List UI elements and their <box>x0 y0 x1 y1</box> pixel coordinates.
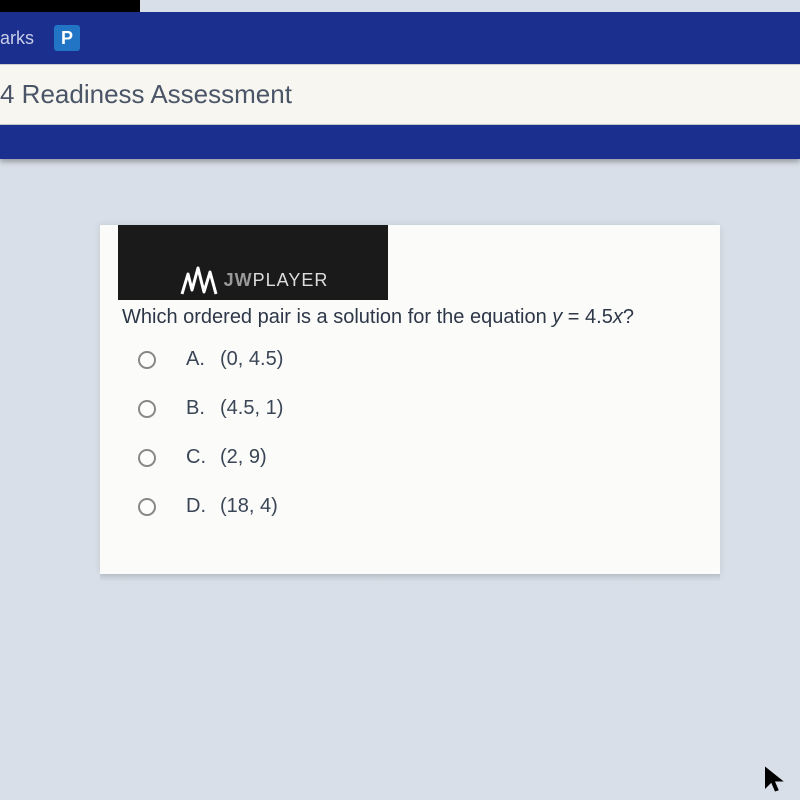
option-value: (4.5, 1) <box>220 397 283 420</box>
jwplayer-logo: JWPLAYER <box>178 262 329 298</box>
jwplayer-brand-text: JWPLAYER <box>224 270 329 291</box>
option-c[interactable]: C. (2, 9) <box>138 446 720 469</box>
option-letter: A. <box>186 348 214 371</box>
blue-divider-strip <box>0 125 800 159</box>
radio-icon[interactable] <box>138 351 156 369</box>
option-letter: B. <box>186 397 214 420</box>
content-area: JWPLAYER Which ordered pair is a solutio… <box>0 159 800 574</box>
option-d[interactable]: D. (18, 4) <box>138 495 720 518</box>
radio-icon[interactable] <box>138 400 156 418</box>
mouse-cursor-icon <box>760 764 790 794</box>
jwplayer-video[interactable]: JWPLAYER <box>118 225 388 300</box>
option-b[interactable]: B. (4.5, 1) <box>138 397 720 420</box>
jwplayer-icon <box>178 262 220 298</box>
option-value: (18, 4) <box>220 495 278 518</box>
option-letter: D. <box>186 495 214 518</box>
option-value: (2, 9) <box>220 446 267 469</box>
p-bookmark-icon[interactable]: P <box>54 25 80 51</box>
option-value: (0, 4.5) <box>220 348 283 371</box>
assessment-title: 4 Readiness Assessment <box>0 79 292 109</box>
radio-icon[interactable] <box>138 498 156 516</box>
radio-icon[interactable] <box>138 449 156 467</box>
bookmarks-label: arks <box>0 28 34 49</box>
assessment-title-bar: 4 Readiness Assessment <box>0 64 800 125</box>
top-black-strip <box>0 0 140 12</box>
browser-header: arks P <box>0 12 800 64</box>
question-card: JWPLAYER Which ordered pair is a solutio… <box>100 225 720 574</box>
option-letter: C. <box>186 446 214 469</box>
options-list: A. (0, 4.5) B. (4.5, 1) C. (2, 9) D. (18… <box>100 348 720 518</box>
question-text: Which ordered pair is a solution for the… <box>100 300 720 348</box>
option-a[interactable]: A. (0, 4.5) <box>138 348 720 371</box>
card-shadow <box>100 574 720 582</box>
